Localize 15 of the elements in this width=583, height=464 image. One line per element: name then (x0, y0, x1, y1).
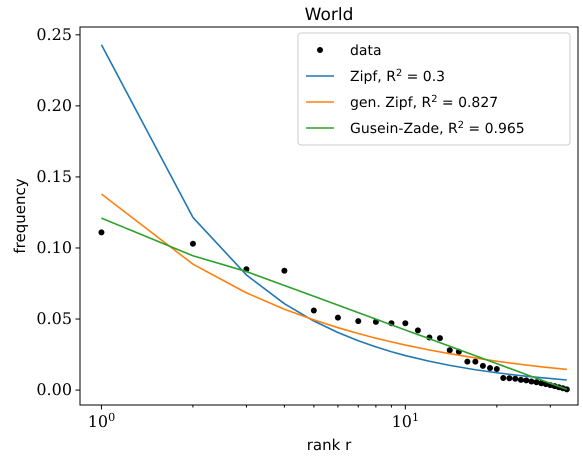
y-tick-label: 0.15 (36, 166, 72, 186)
y-tick-label: 0.25 (36, 24, 72, 44)
y-tick-label: 0.10 (36, 238, 72, 257)
x-tick-label: 10$^{1}$ (392, 410, 420, 431)
y-tick-label: 0.00 (36, 380, 72, 400)
legend-label: Gusein-Zade, R$^{2}$ = 0.965 (350, 120, 525, 137)
legend-label: Zipf, R$^{2}$ = 0.3 (350, 68, 446, 85)
x-tick-label: 10$^{0}$ (88, 410, 116, 431)
y-tick-label: 0.20 (36, 96, 72, 115)
legend-label: gen. Zipf, R$^{2}$ = 0.827 (350, 94, 498, 111)
x-axis-title: rank r (306, 436, 352, 454)
chart-title: World (304, 5, 354, 25)
legend-label: data (350, 43, 382, 59)
y-tick-label: 0.05 (36, 309, 72, 328)
y-axis-title: frequency (11, 178, 29, 254)
